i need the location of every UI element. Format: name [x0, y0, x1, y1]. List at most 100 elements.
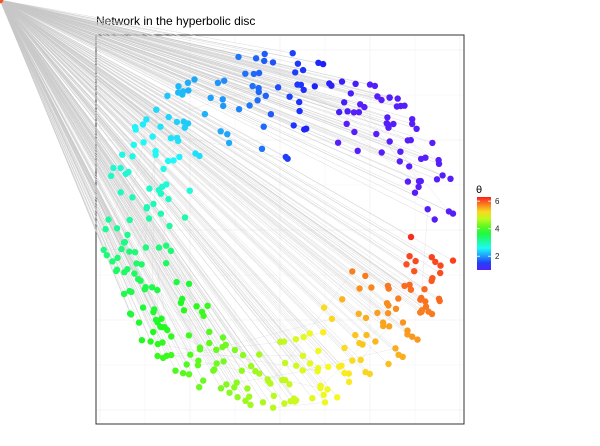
- edge: [0, 0, 388, 287]
- edge: [0, 0, 199, 366]
- node-point: [235, 106, 243, 113]
- node-point: [261, 57, 268, 65]
- node-point: [255, 88, 262, 96]
- node-point: [368, 284, 375, 291]
- node-point: [437, 269, 444, 277]
- edge: [0, 0, 151, 342]
- node-point: [185, 280, 193, 287]
- node-point: [242, 397, 249, 404]
- node-point: [429, 275, 436, 282]
- node-point: [385, 360, 392, 368]
- edge: [0, 0, 271, 384]
- node-point: [349, 357, 356, 364]
- node-point: [184, 120, 192, 127]
- node-point: [315, 347, 322, 355]
- edge: [0, 0, 367, 319]
- edge: [0, 0, 390, 327]
- node-point: [256, 351, 263, 358]
- node-point: [396, 158, 403, 165]
- node-point: [113, 225, 121, 232]
- node-point: [219, 96, 226, 103]
- node-point: [341, 369, 348, 377]
- edge: [0, 0, 410, 257]
- node-point: [386, 138, 393, 145]
- edge: [167, 95, 263, 149]
- legend-colorbar: [477, 197, 491, 270]
- node-point: [179, 88, 187, 95]
- node-point: [225, 139, 233, 147]
- node-point: [372, 338, 379, 345]
- node-point: [293, 362, 300, 369]
- edge-lines: [0, 0, 454, 408]
- edge: [0, 0, 214, 371]
- edge: [0, 0, 378, 314]
- edge: [135, 126, 288, 159]
- node-point: [439, 172, 446, 179]
- node-point: [407, 233, 415, 241]
- edge: [0, 0, 427, 307]
- edge: [0, 0, 307, 129]
- node-point: [147, 338, 154, 345]
- edge: [0, 0, 179, 93]
- edge: [0, 0, 195, 80]
- edge: [0, 0, 296, 73]
- node-point: [224, 131, 231, 138]
- node-point: [299, 367, 306, 374]
- node-point: [292, 336, 300, 343]
- node-point: [357, 356, 364, 364]
- node-point: [166, 222, 173, 230]
- edge: [0, 0, 295, 399]
- node-point: [383, 300, 391, 307]
- node-point: [424, 206, 431, 213]
- node-point: [404, 178, 412, 185]
- node-point: [395, 351, 402, 358]
- node-point: [326, 80, 333, 87]
- node-point: [343, 120, 350, 128]
- node-point: [300, 86, 307, 94]
- node-point: [140, 139, 147, 146]
- node-point: [429, 139, 436, 147]
- edge: [110, 175, 197, 307]
- edge: [0, 0, 274, 408]
- node-point: [378, 96, 385, 104]
- edge: [0, 0, 298, 85]
- node-point: [406, 163, 413, 170]
- edge: [0, 0, 300, 112]
- node-point: [409, 120, 416, 128]
- edge: [0, 0, 384, 327]
- node-point: [163, 181, 170, 188]
- edge: [0, 0, 433, 279]
- node-point: [267, 111, 275, 118]
- node-point: [172, 367, 179, 374]
- node-point: [137, 277, 144, 284]
- node-point: [235, 53, 242, 61]
- node-point: [320, 391, 327, 399]
- node-point: [384, 282, 392, 290]
- hub-node: [0, 0, 4, 4]
- node-point: [109, 258, 116, 265]
- legend-tick-label: 2: [495, 252, 500, 261]
- node-point: [269, 59, 277, 66]
- node-point: [180, 307, 188, 314]
- node-point: [152, 151, 159, 158]
- node-point: [220, 358, 227, 365]
- node-point: [435, 295, 443, 302]
- edge: [0, 0, 324, 333]
- node-point: [435, 156, 442, 164]
- node-point: [143, 204, 151, 211]
- node-point: [314, 368, 321, 375]
- edge: [0, 0, 240, 110]
- node-point: [373, 130, 380, 138]
- node-point: [281, 400, 288, 407]
- edge: [0, 0, 297, 366]
- edge: [0, 0, 432, 282]
- node-point: [201, 110, 209, 118]
- edge: [222, 318, 332, 348]
- node-point: [282, 376, 289, 384]
- node-point: [254, 97, 261, 104]
- node-point: [247, 401, 254, 408]
- node-point: [239, 351, 247, 359]
- edge: [0, 0, 159, 345]
- node-point: [296, 98, 303, 106]
- node-point: [176, 153, 183, 161]
